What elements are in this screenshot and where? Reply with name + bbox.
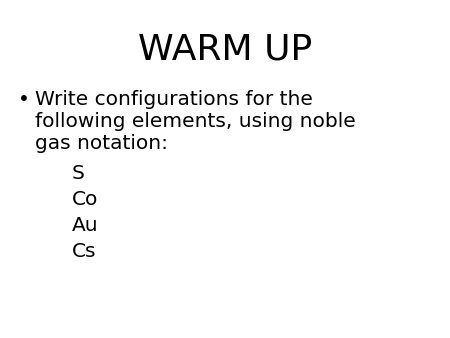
- Text: gas notation:: gas notation:: [35, 134, 168, 153]
- Text: Cs: Cs: [72, 242, 96, 261]
- Text: WARM UP: WARM UP: [138, 33, 312, 67]
- Text: •: •: [18, 90, 30, 109]
- Text: following elements, using noble: following elements, using noble: [35, 112, 356, 131]
- Text: Co: Co: [72, 190, 99, 209]
- Text: Write configurations for the: Write configurations for the: [35, 90, 313, 109]
- Text: S: S: [72, 164, 85, 183]
- Text: Au: Au: [72, 216, 99, 235]
